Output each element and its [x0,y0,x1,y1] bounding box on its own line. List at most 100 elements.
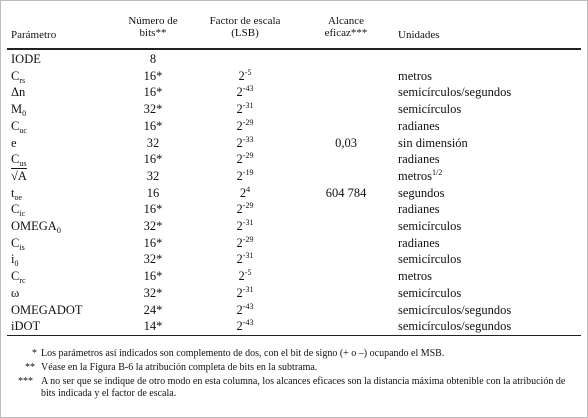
units-text: radianes [398,152,440,167]
bits: 16* [143,235,163,250]
scale-base: 2 [236,168,243,183]
scale-base: 2 [236,285,243,300]
scale-factor: 2-29 [236,235,254,250]
parameter: Cuc [11,118,27,135]
range: 0,03 [335,135,357,150]
parameter: Cic [11,202,26,219]
scale-exponent: -29 [242,117,254,127]
parameter-name: C [11,118,20,133]
scale-factor: 2-31 [236,219,254,234]
units-text: radianes [398,202,440,217]
parameter-subscript: rs [19,75,26,85]
scale-base: 2 [238,269,245,284]
parameter-subscript: uc [19,125,27,135]
scale-exponent: -31 [242,101,254,111]
units-text: semicírculos/segundos [398,85,512,100]
parameter-name: C [11,152,20,167]
parameter: M0 [11,102,27,119]
scale-exponent: -5 [244,268,252,278]
scale-exponent: -31 [242,251,254,261]
units: segundos [398,186,445,200]
bits: 32* [143,219,163,233]
units: radianes [398,152,440,166]
parameter-name: OMEGA [11,219,57,233]
footnote-text: A no ser que se indique de otro modo en … [41,376,566,399]
scale-base: 2 [236,252,243,267]
parameter: ω [11,286,19,300]
units-text: metros [398,168,433,183]
parameter-subscript: oe [14,192,23,202]
scale-factor: 2-43 [236,302,254,317]
parameter: iDOT [11,319,40,333]
units: semicírculos/segundos [398,85,511,99]
scale-base: 2 [236,102,243,117]
parameter-name: iDOT [11,319,41,334]
bits: 16* [143,202,163,217]
units-text: sin dimensión [398,135,468,150]
footnote-text: Los parámetros así indicados son complem… [41,348,445,359]
scale-exponent: -29 [242,201,254,211]
bits: 16 [146,185,160,200]
scale-factor: 2-31 [236,101,254,117]
bits: 32* [143,285,163,300]
scale-factor: 2-31 [236,251,254,267]
units: semicírculos [398,286,461,300]
scale-exponent: -33 [242,134,254,144]
scale-exponent: -29 [242,151,254,161]
units: semicírculos [398,252,461,266]
units-text: segundos [398,185,445,200]
units-text: metros [398,68,433,83]
scale-base: 2 [236,235,243,250]
units-superscript: 1/2 [432,167,443,177]
parameter-name: C [11,269,20,284]
parameter-name: C [11,202,20,217]
units: sin dimensión [398,136,468,150]
parameter: toe [11,186,23,202]
units-text: semicírculos [398,102,462,117]
parameter: Crc [11,269,26,286]
units: semicírculos [398,102,461,116]
parameter-subscript: 0 [56,226,61,235]
bits: 32 [146,168,160,183]
scale-factor: 2-29 [237,151,254,167]
scale-base: 2 [236,302,243,317]
parameter-name: ω [11,285,20,300]
parameter-subscript: ic [19,209,26,219]
units: radianes [398,202,440,216]
scale-factor: 2-31 [236,284,254,300]
scale-base: 2 [236,85,243,100]
bits: 16* [143,85,163,100]
scale-factor: 2-5 [239,68,252,83]
parameter-name: OMEGADOT [11,302,83,317]
parameter: Cis [11,235,25,252]
scale-base: 2 [236,319,243,334]
parameter-subscript: is [19,242,25,252]
scale-base: 2 [239,185,247,200]
parameter-subscript: rc [19,276,26,286]
parameter-name: C [11,235,20,250]
units-text: semicírculos/segundos [398,302,512,317]
header-rule [7,48,581,50]
scale-factor: 2-29 [237,117,254,133]
units: semicírculos/segundos [398,319,511,333]
scale-base: 2 [236,219,243,233]
parameter: Δn [11,85,25,99]
footnote-text: Véase en la Figura B-6 la atribución com… [41,362,318,373]
units: metros1/2 [398,167,443,183]
footnote-mark: *** [18,376,33,387]
units: radianes [398,119,440,133]
units: metros [398,269,432,283]
units-text: semicírculos [398,219,462,233]
units-text: radianes [398,118,440,133]
scale-factor: 2-43 [236,85,254,100]
parameter-subscript: 0 [22,109,27,119]
scale-exponent: -31 [242,284,254,294]
parameter: OMEGA0 [11,219,61,235]
bits: 8 [149,52,157,66]
footnote-mark: ** [25,362,35,373]
parameter: i0 [11,252,18,268]
column-header: Parámetro [11,29,57,41]
scale-factor: 2-29 [237,201,254,217]
column-header: Número de bits** [128,15,178,39]
units: radianes [398,236,440,250]
